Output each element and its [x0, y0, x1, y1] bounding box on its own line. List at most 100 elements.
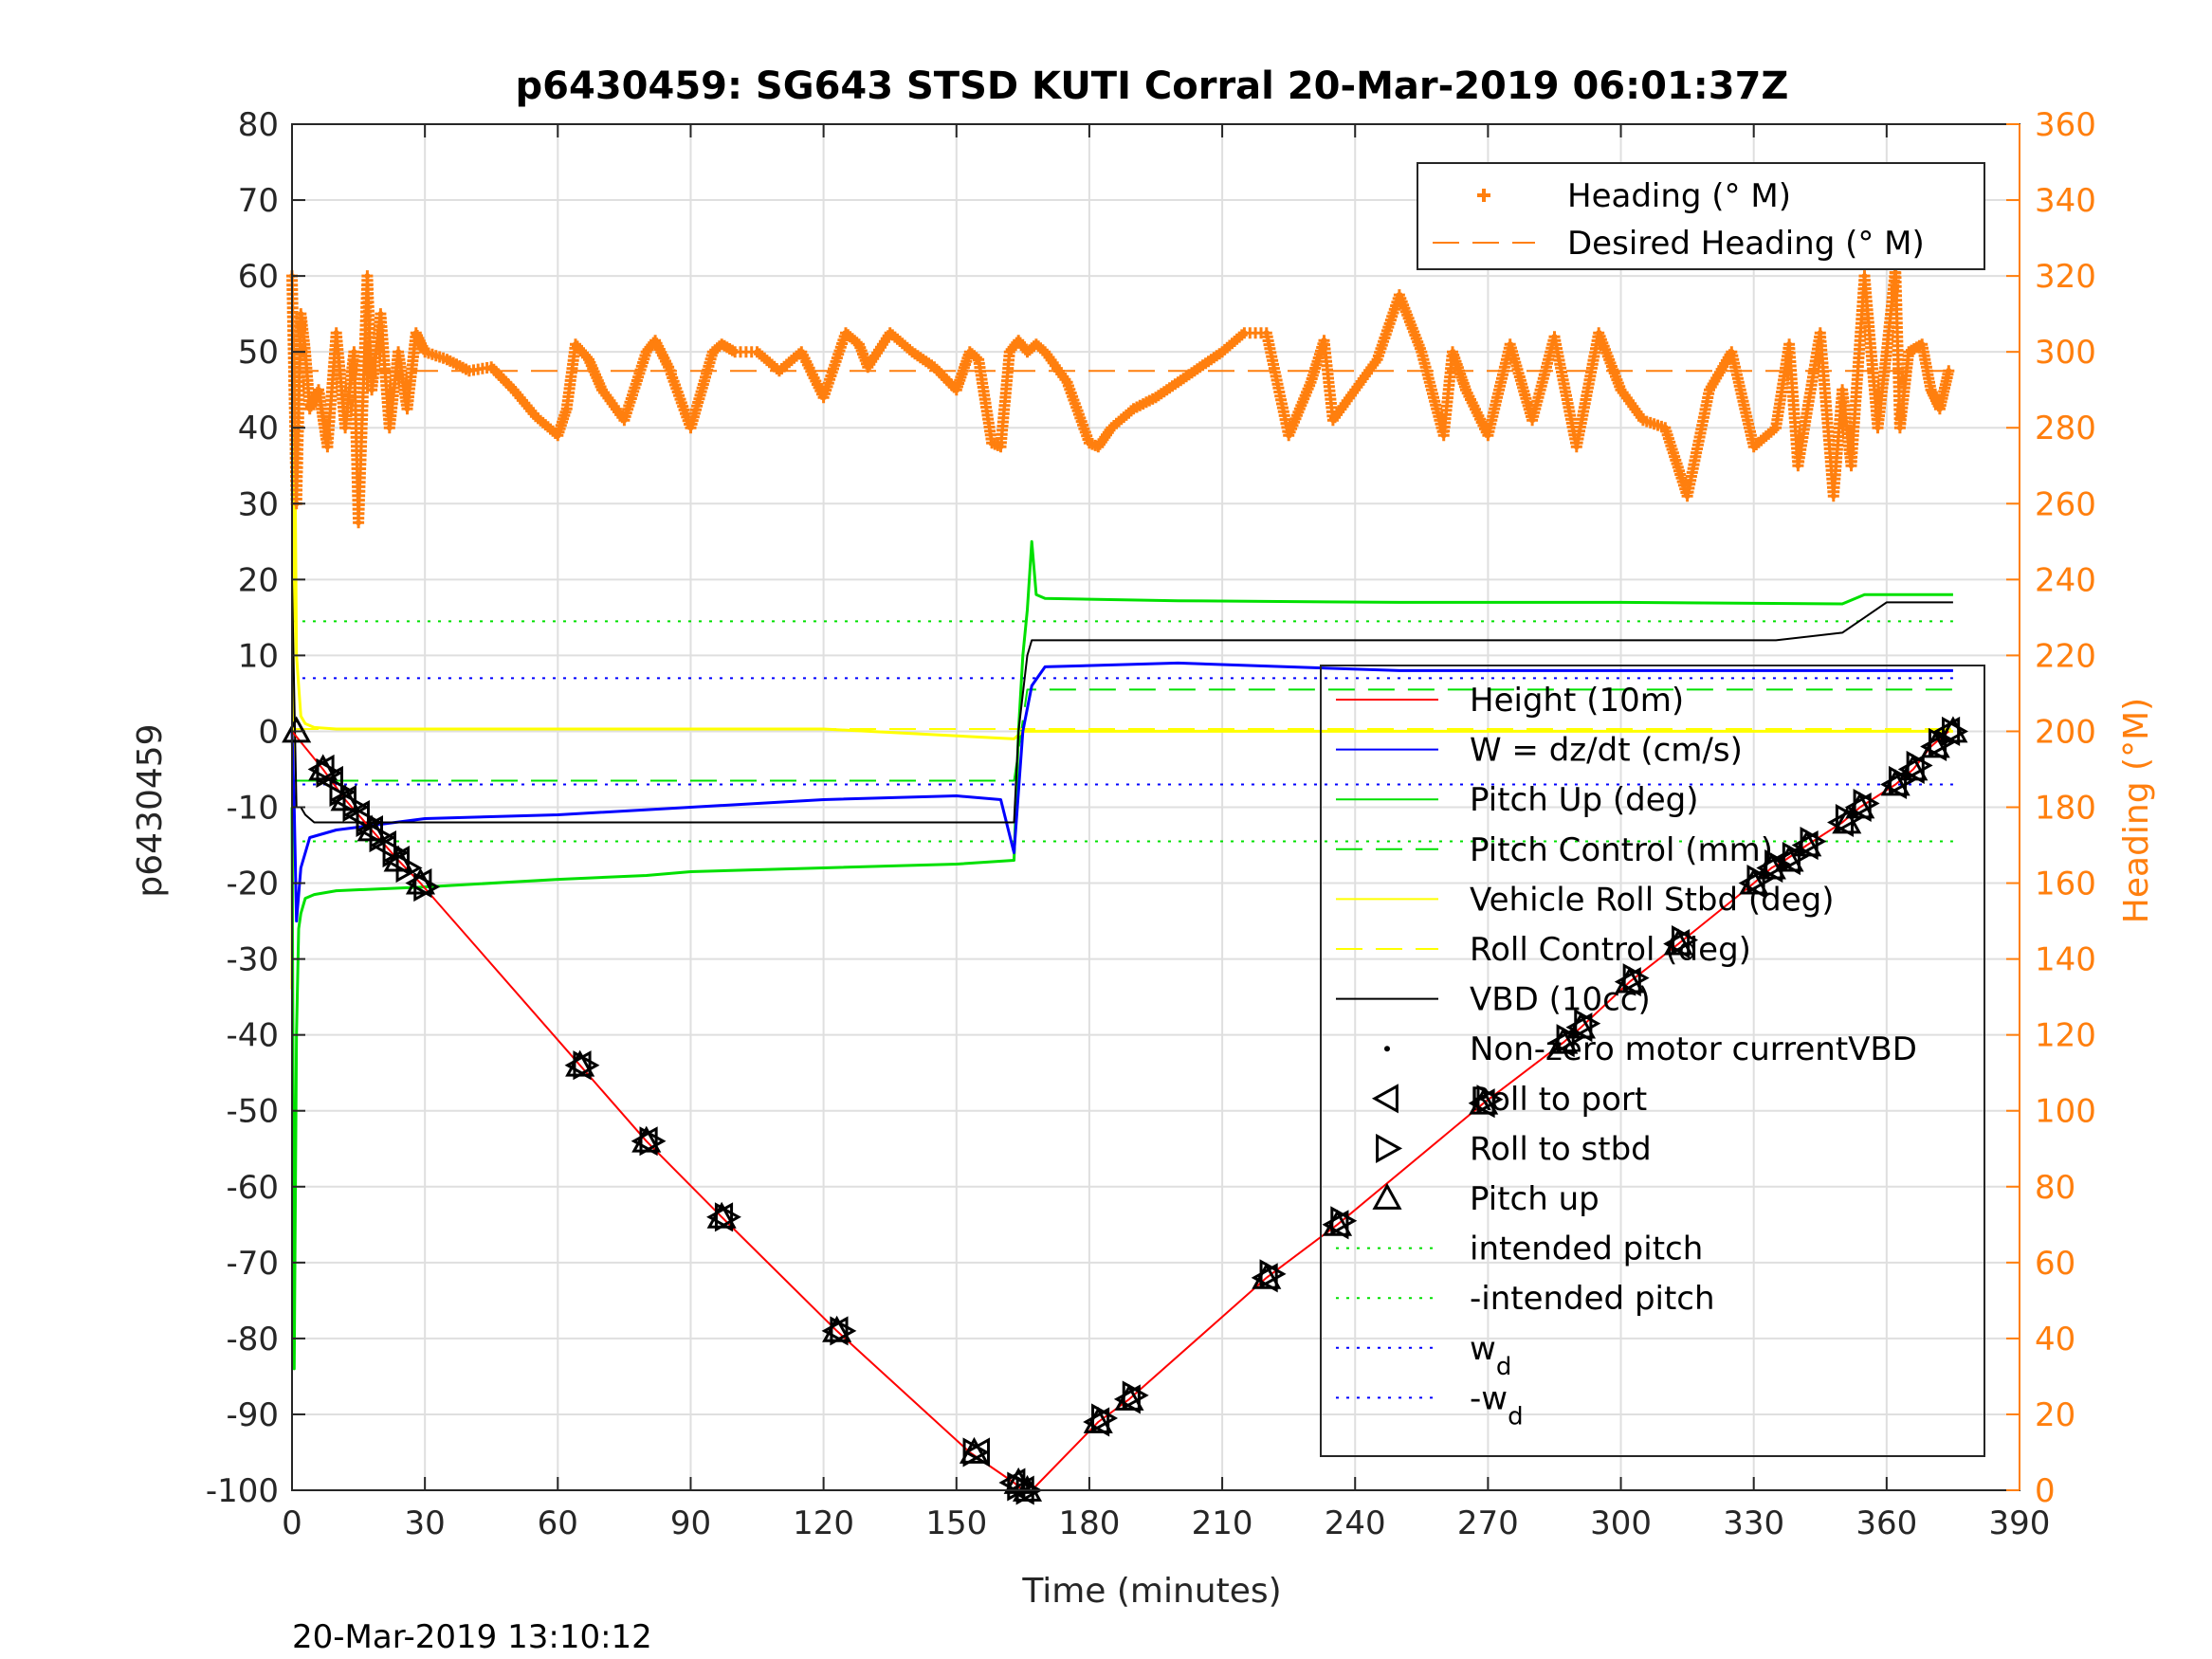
pitch-up-marker [1832, 807, 1862, 834]
heading-point [444, 356, 450, 363]
legend-label: Pitch up [1470, 1180, 1600, 1218]
y2-tick-label: 40 [2035, 1321, 2075, 1358]
heading-point [989, 440, 996, 447]
y-tick-label: -70 [226, 1245, 279, 1283]
legend-entry-pitch-up: Pitch up [1372, 1180, 1600, 1218]
heading-point [302, 349, 309, 356]
heading-point [966, 349, 973, 356]
heading-point [1263, 330, 1270, 337]
pitch-up-marker [282, 716, 312, 743]
pitch-up-marker [1083, 1406, 1113, 1433]
y2-tick-label: 0 [2035, 1472, 2056, 1510]
x-tick-label: 150 [925, 1504, 987, 1542]
heading-point [1706, 387, 1712, 393]
y2-tick-label: 20 [2035, 1396, 2075, 1434]
heading-point [510, 387, 517, 393]
heading-point [364, 273, 371, 280]
heading-point [1728, 349, 1735, 356]
legend-label-text: Pitch up [1470, 1180, 1600, 1218]
heading-point [298, 311, 304, 318]
pitch-up-marker [1880, 769, 1910, 796]
heading-point [1153, 394, 1159, 401]
pitch-up-marker [1114, 1383, 1144, 1411]
heading-point [1015, 337, 1022, 344]
heading-point [842, 330, 849, 337]
series-line-pitch-control-mm [292, 688, 1953, 782]
legend-label-text: Roll Control (deg) [1470, 931, 1751, 969]
pitch-up-marker [822, 1315, 852, 1342]
legend-entry-non-zero-motor-currentvbd: Non-zero motor currentVBD [1384, 1030, 1917, 1068]
legend-entry-roll-to-stbd: Roll to stbd [1376, 1130, 1652, 1168]
legend-label: Roll to stbd [1470, 1130, 1652, 1168]
series-height-10m [291, 730, 1949, 1491]
y2-tick-label: 240 [2035, 561, 2096, 599]
heading-point [1839, 387, 1846, 393]
y2-tick-label: 340 [2035, 182, 2096, 220]
heading-point [306, 406, 313, 412]
heading-point [1795, 463, 1801, 469]
legend-entry-height-10m: Height (10m) [1336, 682, 1684, 720]
legend-label: Roll to port [1470, 1081, 1647, 1119]
legend-entry-vbd-10cc: VBD (10cc) [1336, 981, 1651, 1019]
heading-point [719, 341, 725, 348]
heading-point [1463, 387, 1470, 393]
heading-point [356, 520, 362, 526]
y-tick-label: -100 [206, 1472, 279, 1510]
pitch-up-marker [1565, 1012, 1597, 1039]
pitch-up-marker [631, 1125, 662, 1153]
pitch-up-marker [706, 1201, 737, 1229]
y2-tick-label: 220 [2035, 637, 2096, 675]
heading-point [643, 349, 649, 356]
legend-heading-label: Heading (° M) [1567, 177, 1791, 215]
legend-label: intended pitch [1470, 1231, 1703, 1268]
heading-point [395, 349, 402, 356]
heading-point [1175, 379, 1181, 386]
chart-title: p6430459: SG643 STSD KUTI Corral 20-Mar-… [516, 64, 1789, 108]
roll-to-stbd-marker [1942, 716, 1969, 746]
legend-roll-to-port-icon [1371, 1084, 1398, 1114]
heading-point [422, 349, 429, 356]
axes: 0 30 60 90 120 150 180 210 240 270 300 330 360 390807… [206, 106, 2096, 1542]
heading-point [1817, 330, 1823, 337]
legend-label-subscript: d [1496, 1353, 1512, 1381]
heading-point [754, 349, 760, 356]
heading-point [1906, 349, 1912, 356]
y-tick-label: 70 [238, 182, 279, 220]
legend-label-text: Pitch Control (mm) [1470, 831, 1773, 869]
heading-point [333, 330, 339, 337]
y-tick-label: -60 [226, 1169, 279, 1207]
heading-point [1197, 364, 1203, 371]
pitch-up-marker [1938, 716, 1968, 743]
roll-to-port-marker [821, 1316, 849, 1346]
heading-point [488, 364, 495, 371]
pitch-up-marker [959, 1436, 990, 1464]
legend-main-box [1320, 665, 1985, 1457]
pitch-up-marker [1548, 1027, 1579, 1054]
heading-point [1919, 341, 1926, 348]
y-tick-label: 40 [238, 410, 279, 447]
roll-to-stbd-marker [382, 837, 410, 868]
y-tick-label: -30 [226, 941, 279, 979]
pitch-up-marker [1739, 867, 1769, 895]
x-tick-label: 330 [1723, 1504, 1784, 1542]
roll-to-port-marker [631, 1126, 658, 1157]
y-tick-label: 0 [258, 713, 279, 751]
y2-tick-label: 180 [2035, 790, 2096, 828]
legend-label-text: Height (10m) [1470, 682, 1684, 720]
legend-label: Non-zero motor currentVBD [1470, 1030, 1917, 1068]
x-tick-label: 60 [538, 1504, 578, 1542]
heading-point [1095, 444, 1102, 450]
legend-label: -intended pitch [1470, 1280, 1715, 1318]
legend-entry-pitch-control-mm: Pitch Control (mm) [1336, 831, 1773, 869]
heading-point [532, 413, 539, 420]
y2-tick-label: 200 [2035, 713, 2096, 751]
x-tick-label: 180 [1058, 1504, 1120, 1542]
legend-label-text: intended pitch [1470, 1231, 1703, 1268]
legend-label: Roll Control (deg) [1470, 931, 1751, 969]
legend-entry-w-dz-dt-cm-s: W = dz/dt (cm/s) [1336, 732, 1743, 770]
heading-point [1086, 440, 1092, 447]
heading-point [1946, 368, 1952, 374]
heading-point [1639, 417, 1646, 424]
x-tick-label: 120 [793, 1504, 854, 1542]
